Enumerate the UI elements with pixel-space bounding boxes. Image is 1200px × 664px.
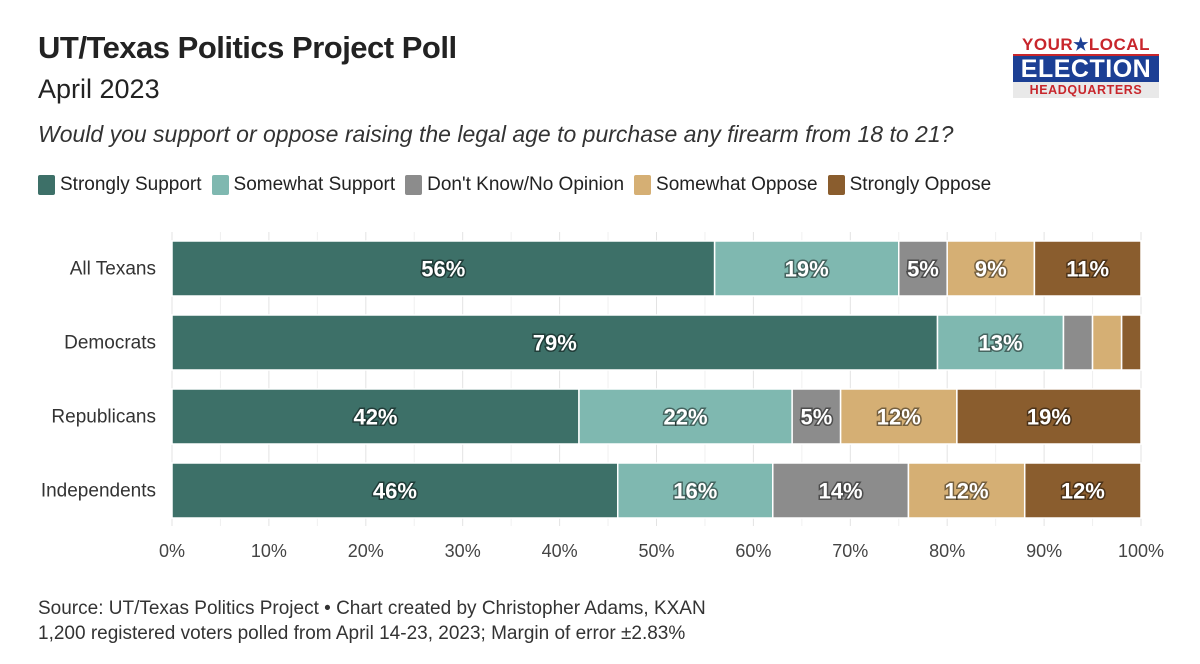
legend-label: Strongly Oppose	[849, 174, 992, 195]
data-label: 46%	[373, 479, 417, 504]
bar-segment	[171, 388, 580, 445]
data-label: 14%	[819, 479, 863, 504]
x-tick-label: 90%	[1026, 541, 1062, 561]
x-tick-label: 70%	[832, 541, 868, 561]
bar-segment	[1023, 462, 1142, 519]
legend-item-don-t-know-no-opinion: Don't Know/No Opinion	[405, 174, 624, 196]
category-label: Republicans	[51, 407, 156, 428]
category-label: Democrats	[64, 333, 156, 354]
data-label: 13%	[978, 331, 1022, 356]
data-label: 56%	[421, 257, 465, 282]
data-label: 12%	[945, 479, 989, 504]
legend-label: Strongly Support	[60, 174, 202, 195]
legend-item-strongly-oppose: Strongly Oppose	[827, 174, 992, 196]
legend-label: Somewhat Oppose	[656, 174, 818, 195]
x-tick-label: 100%	[1118, 541, 1164, 561]
bar-segment	[898, 240, 948, 297]
data-label: 5%	[800, 405, 832, 430]
bar-segment	[772, 462, 910, 519]
legend-label: Somewhat Support	[233, 174, 396, 195]
x-tick-label: 60%	[735, 541, 771, 561]
logo-line-1: YOUR★LOCAL	[1013, 36, 1159, 54]
star-icon: ★	[1073, 35, 1089, 54]
source-line-2: 1,200 registered voters polled from Apri…	[38, 623, 686, 644]
legend-swatch	[38, 175, 55, 195]
data-label: 11%	[1066, 257, 1109, 282]
legend-item-strongly-support: Strongly Support	[38, 174, 202, 196]
bar-segment	[839, 388, 958, 445]
stacked-bar-chart: 0% 10% 20% 30% 40% 50% 60% 70% 80% 90% 100% All Tex…	[41, 232, 1164, 561]
x-tick-label: 10%	[251, 541, 287, 561]
data-label: 42%	[353, 405, 397, 430]
bar-segment	[1091, 314, 1123, 371]
x-tick-label: 40%	[542, 541, 578, 561]
legend-swatch	[827, 175, 845, 195]
legend-label: Don't Know/No Opinion	[427, 174, 625, 195]
bar-segment	[936, 314, 1065, 371]
bar-segment	[907, 462, 1026, 519]
legend-item-somewhat-support: Somewhat Support	[211, 174, 396, 196]
chart-legend: Strongly Support Somewhat Support Don't Kn…	[38, 174, 1001, 196]
data-label: 19%	[785, 257, 829, 282]
bar-segment	[1062, 314, 1094, 371]
x-tick-label: 20%	[348, 541, 384, 561]
data-label: 16%	[673, 479, 717, 504]
bar-segment	[616, 462, 774, 519]
bar-segment	[578, 388, 793, 445]
data-label: 12%	[1061, 479, 1105, 504]
bar-segment	[171, 314, 939, 371]
data-label: 12%	[877, 405, 921, 430]
data-label: 19%	[1027, 405, 1071, 430]
poll-question: Would you support or oppose raising the …	[38, 121, 954, 147]
legend-swatch	[634, 175, 652, 195]
election-hq-logo: YOUR★LOCAL ELECTION HEADQUARTERS	[1013, 36, 1159, 102]
data-label: 5%	[907, 257, 939, 282]
bar-segment	[1033, 240, 1142, 297]
bar-segment	[791, 388, 842, 445]
legend-item-somewhat-oppose: Somewhat Oppose	[634, 174, 818, 196]
bar-segment	[956, 388, 1142, 445]
logo-line-3: HEADQUARTERS	[1013, 82, 1159, 98]
source-note: Source: UT/Texas Politics Project • Char…	[38, 596, 706, 646]
category-label: All Texans	[70, 259, 156, 280]
x-tick-label: 30%	[445, 541, 481, 561]
bar-segment	[1120, 314, 1142, 371]
bar-segment	[713, 240, 900, 297]
logo-word-local: LOCAL	[1088, 35, 1150, 54]
logo-line-2: ELECTION	[1013, 54, 1159, 82]
source-line-1: Source: UT/Texas Politics Project • Char…	[38, 598, 706, 619]
data-label: 9%	[975, 257, 1007, 282]
logo-word-your: YOUR	[1022, 35, 1074, 54]
x-tick-label: 0%	[159, 541, 185, 561]
x-tick-label: 50%	[638, 541, 674, 561]
legend-swatch	[211, 175, 229, 195]
category-label: Independents	[41, 481, 156, 502]
legend-swatch	[405, 175, 423, 195]
x-tick-label: 80%	[929, 541, 965, 561]
chart-title: UT/Texas Politics Project Poll	[38, 30, 457, 65]
bar-segment	[171, 462, 619, 519]
bar-segment	[946, 240, 1036, 297]
data-label: 79%	[533, 331, 577, 356]
chart-subtitle: April 2023	[38, 74, 160, 104]
data-label: 22%	[664, 405, 708, 430]
